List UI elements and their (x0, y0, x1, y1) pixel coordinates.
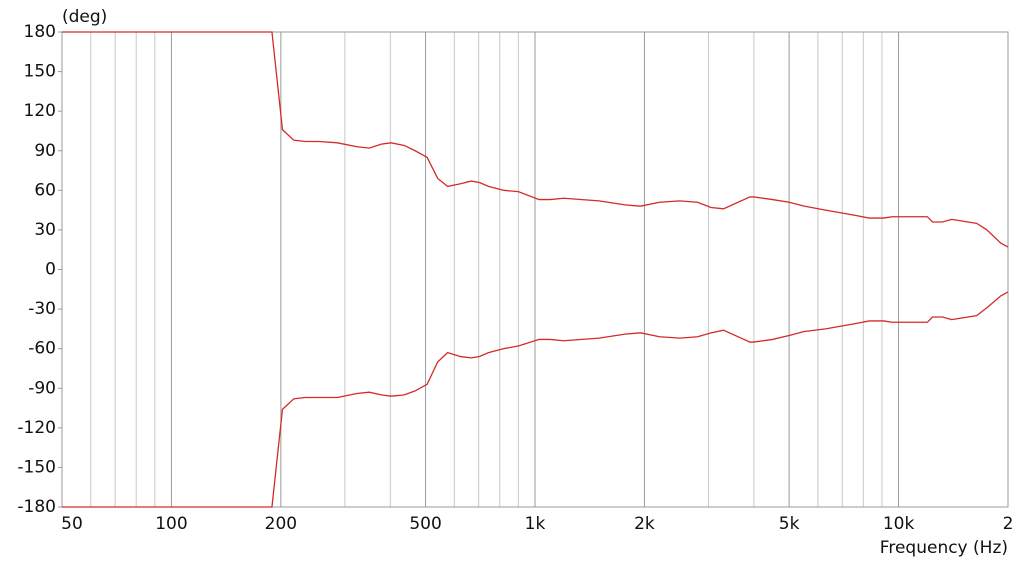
y-tick-label: 60 (34, 180, 56, 200)
y-tick-label: 150 (24, 62, 56, 82)
y-tick-label: 180 (24, 22, 56, 42)
x-tick-label: 1k (525, 514, 546, 534)
x-tick-label: 100 (155, 514, 187, 534)
x-tick-label: 10k (883, 514, 915, 534)
x-axis-label: Frequency (Hz) (880, 538, 1008, 558)
x-tick-label: 2 (1003, 514, 1014, 534)
y-tick-label: -180 (17, 497, 56, 517)
series-line (62, 31, 1009, 248)
y-tick-label: -90 (28, 378, 56, 398)
y-tick-label: -150 (17, 457, 56, 477)
x-tick-label: 500 (409, 514, 441, 534)
y-tick-label: -30 (28, 299, 56, 319)
y-tick-label: 120 (24, 101, 56, 121)
plot-frame (61, 31, 1009, 508)
x-tick-label: 50 (61, 514, 83, 534)
x-tick-label: 2k (634, 514, 655, 534)
y-axis-label: (deg) (62, 7, 107, 27)
x-tick-label: 200 (265, 514, 297, 534)
y-tick-label: 0 (45, 260, 56, 280)
y-tick-label: -60 (28, 339, 56, 359)
y-tick-label: -120 (17, 418, 56, 438)
y-tick-label: 90 (34, 141, 56, 161)
y-tick-label: 30 (34, 220, 56, 240)
series-line (62, 291, 1009, 508)
x-tick-label: 5k (779, 514, 800, 534)
